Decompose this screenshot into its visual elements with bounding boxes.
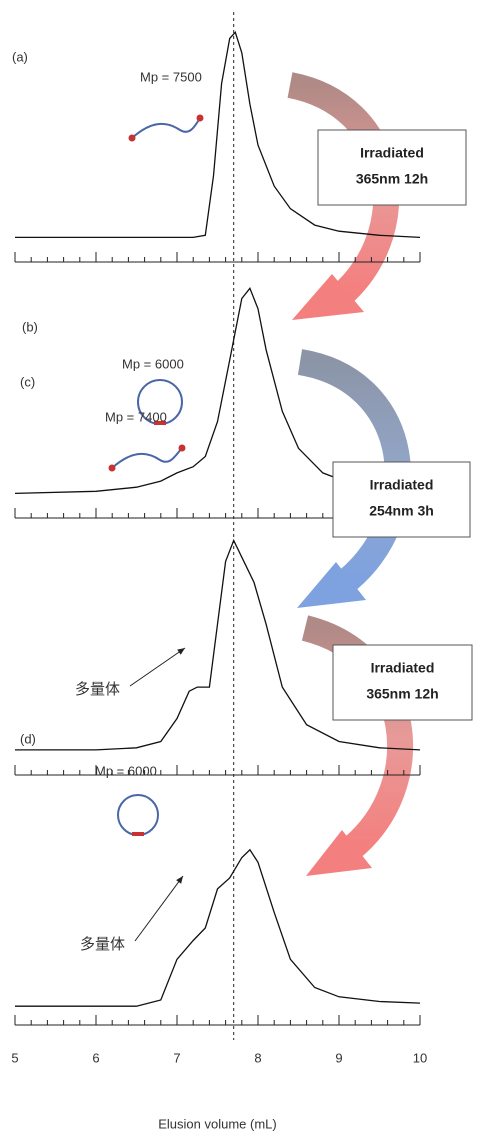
end-group bbox=[129, 135, 136, 142]
molecules bbox=[109, 115, 204, 837]
mp-label: Mp = 7500 bbox=[140, 69, 202, 84]
panel-label: (c) bbox=[20, 374, 35, 389]
note: 多量体 bbox=[75, 681, 120, 698]
condition-text: 365nm 12h bbox=[366, 686, 438, 702]
note-arrow bbox=[130, 648, 185, 686]
end-group bbox=[179, 445, 186, 452]
condition-text: Irradiated bbox=[360, 145, 424, 161]
mp-label: Mp = 6000 bbox=[95, 763, 157, 778]
condition-box bbox=[318, 130, 466, 205]
x-tick-label: 6 bbox=[92, 1050, 99, 1065]
end-group bbox=[109, 465, 116, 472]
x-tick-label: 9 bbox=[335, 1050, 342, 1065]
x-tick-label: 7 bbox=[173, 1050, 180, 1065]
note-arrow-head bbox=[176, 876, 183, 884]
note: 多量体 bbox=[80, 936, 125, 953]
x-tick-label: 10 bbox=[413, 1050, 427, 1065]
x-tick-label: 5 bbox=[11, 1050, 18, 1065]
trace bbox=[15, 850, 420, 1006]
mp-label: Mp = 6000 bbox=[122, 356, 184, 371]
junction bbox=[132, 832, 144, 836]
panel-label: (d) bbox=[20, 731, 36, 746]
cyclic-polymer bbox=[118, 795, 158, 835]
x-tick-label: 8 bbox=[254, 1050, 261, 1065]
end-group bbox=[197, 115, 204, 122]
condition-text: 365nm 12h bbox=[356, 171, 428, 187]
mp-label: Mp = 7400 bbox=[105, 409, 167, 424]
condition-text: Irradiated bbox=[371, 660, 435, 676]
panel-label: (a) bbox=[12, 49, 28, 64]
linear-polymer bbox=[132, 118, 200, 138]
x-axis-label: Elusion volume (mL) bbox=[158, 1116, 277, 1131]
page: {"chart_data": [ {"type": "line", "panel… bbox=[0, 0, 482, 1140]
condition-box bbox=[333, 645, 472, 720]
panel-label: (b) bbox=[22, 319, 38, 334]
note-arrow-head bbox=[177, 648, 185, 655]
linear-polymer bbox=[112, 448, 182, 468]
condition-text: 254nm 3h bbox=[369, 503, 434, 519]
condition-box bbox=[333, 462, 470, 537]
note-arrow bbox=[135, 876, 183, 941]
figure: (a) Mp = 7500 Irradiated 365nm 12h (b) Mp = 6… bbox=[0, 0, 482, 1140]
condition-text: Irradiated bbox=[370, 477, 434, 493]
